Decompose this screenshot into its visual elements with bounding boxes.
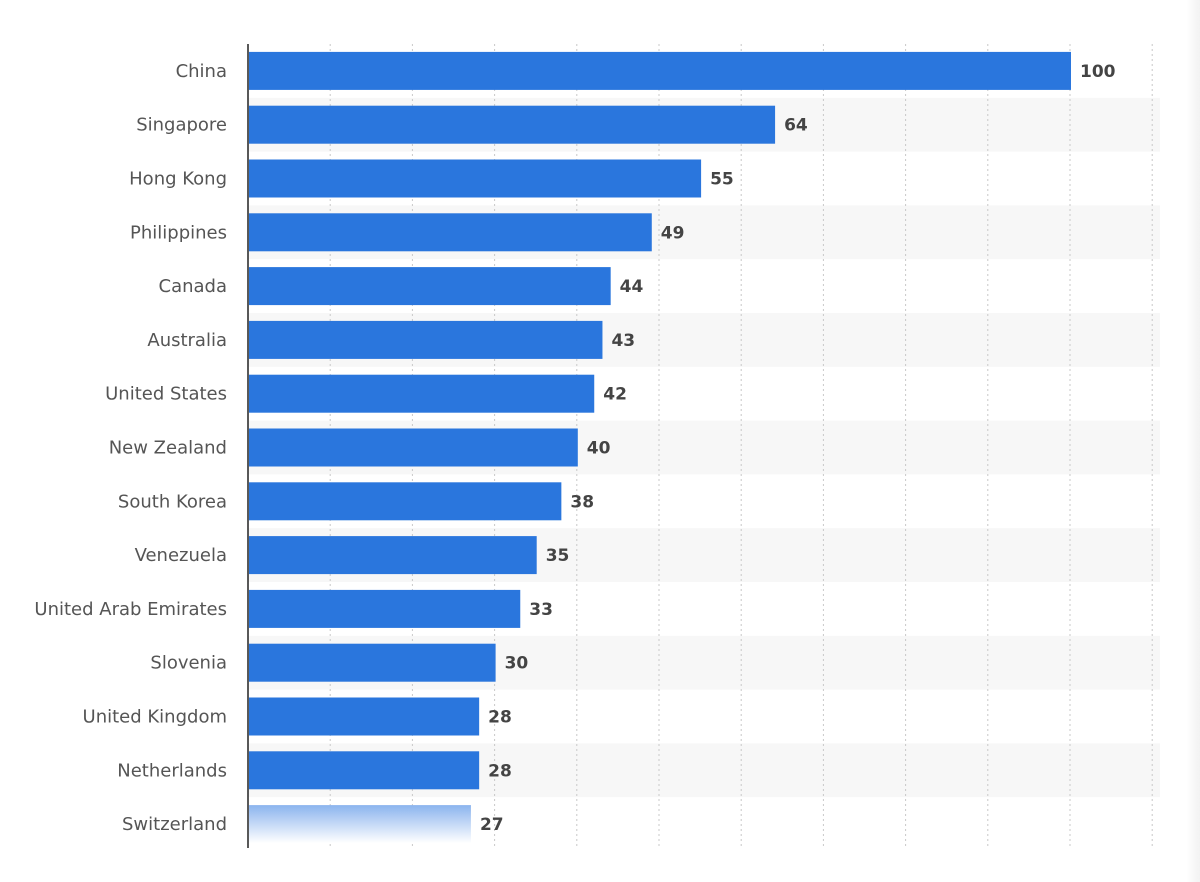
bar[interactable]	[249, 159, 702, 198]
category-label: Singapore	[136, 115, 227, 136]
category-label: South Korea	[118, 491, 227, 512]
category-label: Australia	[147, 330, 227, 351]
bar[interactable]	[249, 105, 776, 144]
category-label: Slovenia	[150, 653, 227, 674]
bar[interactable]	[249, 374, 595, 413]
value-label: 55	[710, 170, 734, 190]
category-labels: China Singapore Hong Kong Philippines Canada…	[34, 61, 227, 835]
bar[interactable]	[249, 51, 1071, 90]
bar[interactable]	[249, 805, 471, 844]
value-label: 33	[529, 600, 553, 620]
value-label: 100	[1080, 62, 1116, 82]
value-label: 40	[587, 439, 611, 459]
category-label: Switzerland	[122, 814, 227, 835]
bar[interactable]	[249, 428, 578, 467]
bar[interactable]	[249, 320, 603, 359]
value-label: 30	[505, 654, 529, 674]
bar[interactable]	[249, 697, 480, 736]
bar[interactable]	[249, 536, 537, 575]
bar[interactable]	[249, 482, 562, 521]
value-label: 42	[603, 385, 627, 405]
value-label: 43	[611, 331, 635, 351]
value-labels: 100 64 55 49 44 43 42 40 38 35 33 30 28 28 27	[480, 62, 1116, 835]
category-label: Canada	[159, 276, 228, 297]
category-label: New Zealand	[109, 438, 227, 459]
category-label: United Arab Emirates	[34, 599, 227, 620]
value-label: 35	[546, 546, 570, 566]
category-label: China	[176, 61, 227, 82]
value-label: 38	[570, 492, 594, 512]
category-label: United States	[105, 384, 227, 405]
bar[interactable]	[249, 643, 496, 682]
value-label: 28	[488, 761, 512, 781]
bars	[249, 51, 1071, 844]
edge-shadow	[1186, 0, 1200, 882]
bar[interactable]	[249, 213, 652, 252]
value-label: 49	[661, 223, 685, 243]
value-label: 44	[620, 277, 644, 297]
category-label: Venezuela	[135, 545, 227, 566]
category-label: Netherlands	[117, 760, 227, 781]
value-label: 28	[488, 708, 512, 728]
category-label: Hong Kong	[129, 169, 227, 190]
value-label: 27	[480, 815, 504, 835]
bar[interactable]	[249, 589, 521, 628]
category-label: Philippines	[130, 222, 227, 243]
bar[interactable]	[249, 267, 611, 306]
value-label: 64	[784, 116, 808, 136]
category-label: United Kingdom	[83, 707, 227, 728]
bar[interactable]	[249, 751, 480, 790]
